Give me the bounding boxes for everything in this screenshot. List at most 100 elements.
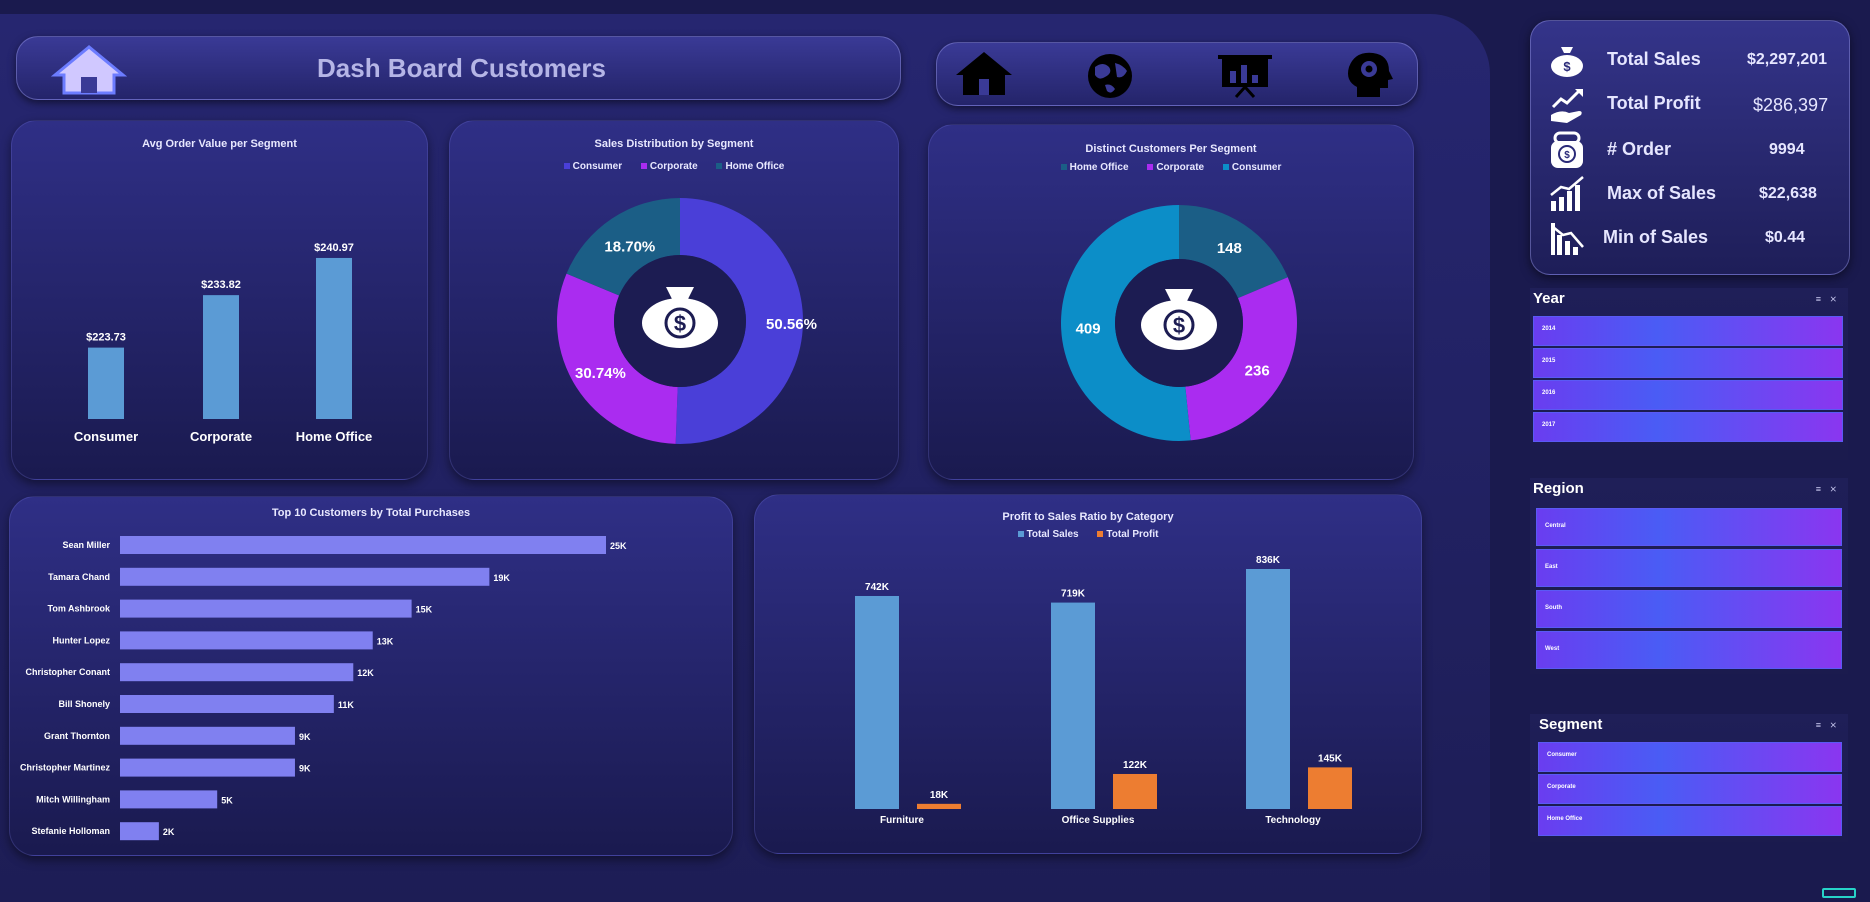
money-bag-icon: $	[1551, 47, 1583, 77]
legend-item: Total Profit	[1097, 529, 1158, 540]
region-slicer: Region ≡ ⨯ Central East South West	[1530, 478, 1848, 674]
home-icon[interactable]	[51, 43, 127, 95]
kpi-label: # Order	[1607, 139, 1672, 159]
y-tick-label: Hunter Lopez	[53, 635, 111, 645]
segment-slicer: Segment ≡ ⨯ Consumer Corporate Home Offi…	[1530, 714, 1848, 842]
kpi-total-sales: $ Total Sales $2,297,201	[1531, 39, 1851, 79]
slicer-item-year[interactable]: 2015	[1533, 348, 1843, 378]
page-title: Dash Board Customers	[317, 53, 606, 83]
data-label: 15K	[416, 605, 433, 615]
data-label: 719K	[1061, 589, 1086, 600]
data-label: 30.74%	[575, 365, 626, 382]
data-label: 25K	[610, 541, 627, 551]
slicer-item-segment[interactable]: Home Office	[1538, 806, 1842, 836]
kpi-card: $ Total Sales $2,297,201 Total Profit $2…	[1530, 20, 1850, 275]
bar	[917, 803, 961, 809]
data-label: 2K	[163, 827, 175, 837]
bar	[120, 567, 490, 586]
money-bag-icon: $	[1141, 289, 1217, 350]
slicer-filter-icons[interactable]: ≡ ⨯	[1815, 294, 1840, 304]
bar	[88, 347, 124, 419]
slicer-item-year[interactable]: 2016	[1533, 380, 1843, 410]
donut-slice	[1060, 205, 1191, 441]
bar	[120, 822, 159, 841]
bar	[120, 536, 606, 554]
kpi-label: Total Profit	[1607, 93, 1701, 113]
data-label: 50.56%	[766, 316, 817, 333]
legend-item: Total Sales	[1017, 529, 1079, 540]
x-tick-label: Technology	[1265, 815, 1321, 826]
x-tick-label: Home Office	[296, 429, 373, 444]
slicer-title: Segment	[1539, 716, 1603, 733]
bar	[120, 599, 412, 618]
legend-item: Consumer	[563, 161, 622, 172]
kpi-order-count: $ # Order 9994	[1531, 129, 1851, 169]
svg-text:$: $	[1564, 150, 1570, 161]
y-tick-label: Bill Shonely	[58, 699, 110, 709]
data-label: 13K	[377, 636, 394, 646]
svg-text:$: $	[1563, 59, 1571, 74]
data-label: $223.73	[86, 332, 126, 344]
globe-icon[interactable]	[1079, 49, 1141, 99]
slicer-item-region[interactable]: East	[1536, 549, 1842, 587]
slicer-item-year[interactable]: 2017	[1533, 412, 1843, 442]
bar	[120, 726, 295, 745]
svg-text:$: $	[674, 311, 686, 336]
x-tick-label: Consumer	[74, 429, 138, 444]
head-gear-icon[interactable]	[1337, 49, 1399, 99]
header-bar: Dash Board Customers	[16, 36, 901, 100]
profit-ratio-card: Profit to Sales Ratio by Category Total …	[754, 494, 1422, 854]
sales-distribution-chart: 50.56% 30.74% 18.70% $	[557, 198, 817, 444]
data-label: 742K	[865, 582, 890, 593]
donut-slice	[566, 198, 680, 296]
slicer-item-region[interactable]: West	[1536, 631, 1842, 669]
bar	[316, 257, 352, 419]
presentation-icon[interactable]	[1214, 49, 1276, 99]
slicer-item-year[interactable]: 2014	[1533, 316, 1843, 346]
bar	[120, 758, 295, 777]
y-tick-label: Sean Miller	[62, 540, 110, 550]
y-tick-label: Mitch Willingham	[36, 794, 110, 804]
slicer-item-region[interactable]: Central	[1536, 508, 1842, 546]
money-bag-icon: $	[642, 287, 718, 348]
data-label: 12K	[357, 668, 374, 678]
slicer-title: Region	[1533, 480, 1584, 497]
x-tick-label: Furniture	[880, 815, 924, 826]
corner-resize-handle[interactable]	[1822, 888, 1856, 898]
data-label: 18K	[930, 790, 949, 801]
bar	[1246, 569, 1290, 809]
bar	[120, 663, 354, 682]
distinct-customers-chart: 148 236 409 $	[1060, 205, 1297, 441]
bar	[1051, 602, 1095, 809]
avg-order-chart-card: Avg Order Value per Segment $223.73 Consu…	[11, 120, 428, 480]
slicer-filter-icons[interactable]: ≡ ⨯	[1815, 484, 1840, 494]
home-icon[interactable]	[953, 49, 1015, 99]
sales-distribution-card: Sales Distribution by Segment Consumer C…	[449, 120, 899, 480]
y-tick-label: Tom Ashbrook	[48, 604, 111, 614]
slicer-filter-icons[interactable]: ≡ ⨯	[1815, 720, 1840, 730]
avg-order-chart: $223.73 Consumer $233.82 Corporate $240.97 Ho…	[74, 242, 373, 444]
chart-up-icon	[1550, 176, 1584, 211]
bar	[120, 790, 218, 809]
slicer-item-segment[interactable]: Consumer	[1538, 742, 1842, 772]
top-customers-card: Top 10 Customers by Total Purchases Sean…	[9, 496, 733, 856]
legend-item: Home Office	[1060, 162, 1129, 173]
chart-down-icon	[1551, 223, 1584, 255]
kpi-value: $0.44	[1765, 229, 1806, 246]
kpi-value: $286,397	[1753, 95, 1829, 115]
bar	[203, 295, 239, 419]
bar	[120, 631, 373, 650]
svg-text:$: $	[1173, 313, 1185, 338]
slicer-item-region[interactable]: South	[1536, 590, 1842, 628]
donut-slice	[1185, 277, 1297, 441]
bar	[855, 595, 899, 809]
data-label: $240.97	[314, 242, 354, 254]
y-tick-label: Tamara Chand	[48, 572, 110, 582]
chart-title: Distinct Customers Per Segment	[1085, 143, 1257, 155]
slicer-item-segment[interactable]: Corporate	[1538, 774, 1842, 804]
profit-ratio-chart: 742K 18K Furniture 719K 122K Office Supplies 8…	[855, 555, 1352, 826]
data-label: 5K	[221, 795, 233, 805]
kpi-value: $22,638	[1759, 185, 1817, 202]
profit-hand-icon	[1551, 89, 1583, 123]
chart-legend: Consumer Corporate Home Office	[450, 161, 898, 172]
